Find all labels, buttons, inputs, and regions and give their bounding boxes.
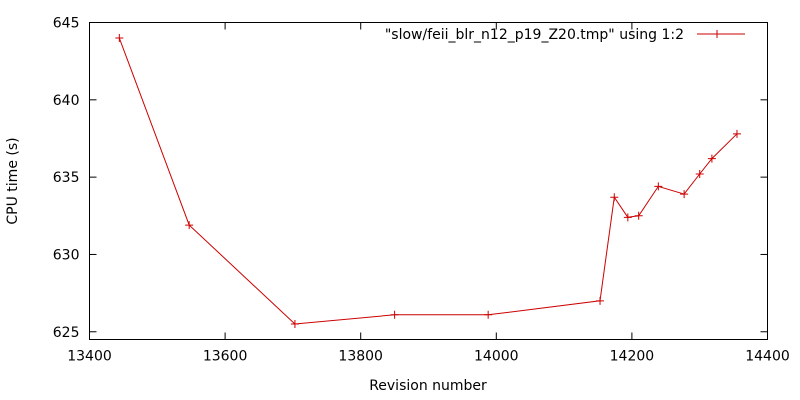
data-point-marker — [680, 190, 689, 199]
data-point-marker — [732, 129, 741, 138]
data-point-marker — [115, 33, 124, 42]
data-point-marker — [185, 221, 194, 230]
data-point-marker — [654, 182, 663, 191]
y-tick-label: 630 — [53, 247, 80, 263]
y-tick-label: 625 — [53, 325, 80, 341]
series-layer — [115, 33, 741, 329]
data-point-marker — [610, 193, 619, 202]
x-axis-label: Revision number — [369, 378, 487, 394]
legend: "slow/feii_blr_n12_p19_Z20.tmp" using 1:… — [385, 27, 745, 43]
y-axis-label: CPU time (s) — [5, 137, 21, 224]
y-tick-label: 645 — [53, 16, 80, 32]
y-axis-ticks: 625 630 635 640 645 — [53, 16, 768, 341]
legend-marker — [713, 30, 721, 38]
data-point-marker — [623, 213, 632, 222]
legend-label: "slow/feii_blr_n12_p19_Z20.tmp" using 1:… — [385, 27, 684, 43]
data-point-marker — [634, 211, 643, 220]
data-point-marker — [290, 320, 299, 329]
plot-frame — [89, 22, 768, 340]
data-point-marker — [596, 296, 605, 305]
x-tick-label: 13400 — [67, 349, 112, 365]
x-tick-label: 13600 — [203, 349, 248, 365]
x-tick-label: 13800 — [338, 349, 383, 365]
x-tick-label: 14400 — [745, 349, 790, 365]
data-point-marker — [390, 310, 399, 319]
data-point-marker — [707, 154, 716, 163]
y-tick-label: 635 — [53, 170, 80, 186]
x-axis-ticks: 13400 13600 13800 14000 14200 14400 — [67, 22, 790, 365]
series-line — [118, 37, 738, 325]
x-tick-label: 14000 — [474, 349, 519, 365]
data-point-marker — [484, 310, 493, 319]
data-point-marker — [695, 170, 704, 179]
x-tick-label: 14200 — [610, 349, 655, 365]
y-tick-label: 640 — [53, 93, 80, 109]
